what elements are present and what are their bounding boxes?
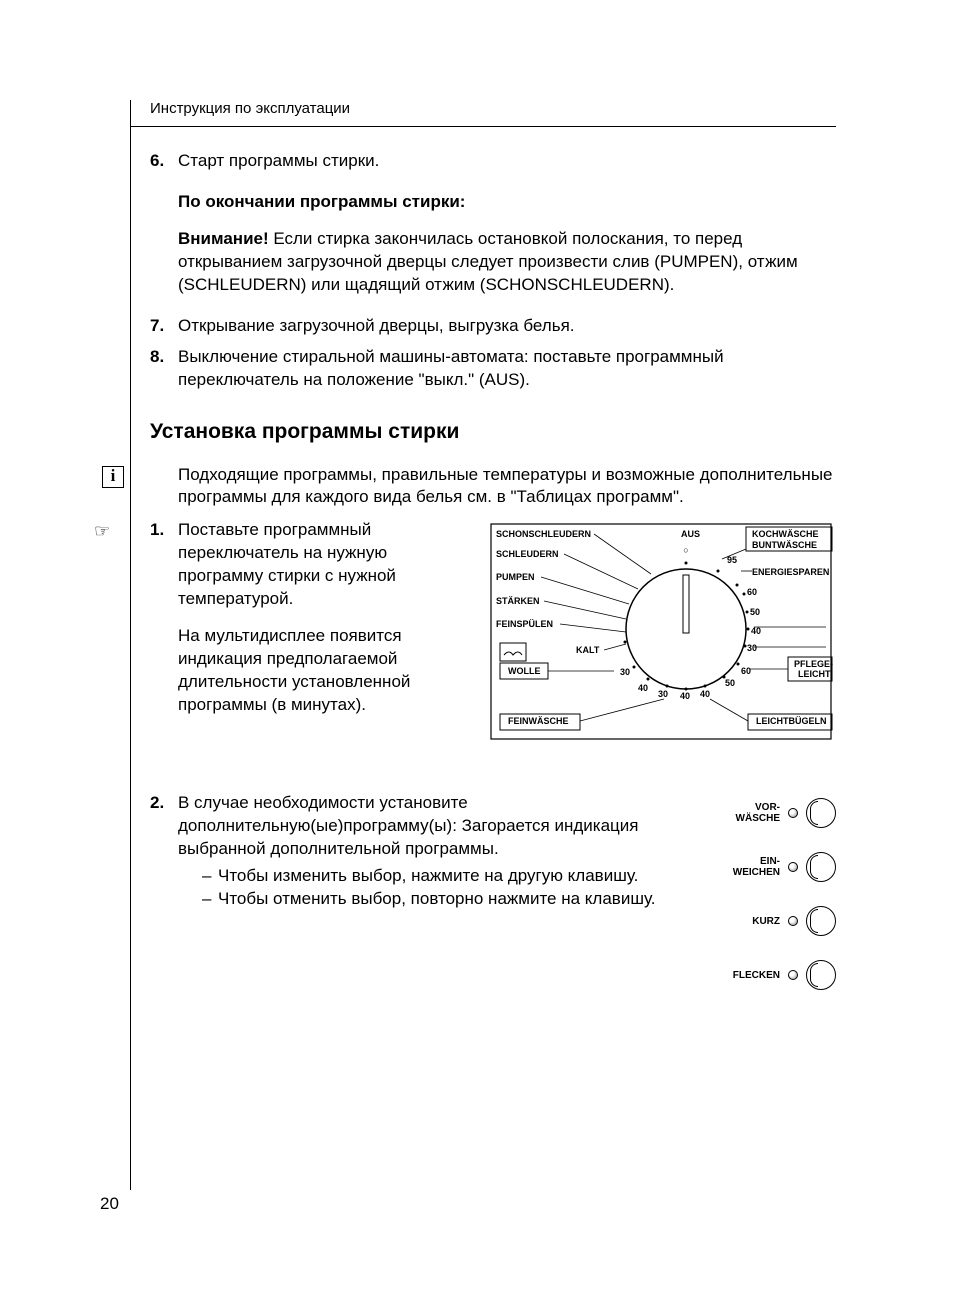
svg-text:BUNTWÄSCHE: BUNTWÄSCHE	[752, 540, 817, 550]
list-body: Старт программы стирки.	[178, 150, 836, 173]
svg-text:50: 50	[725, 678, 735, 688]
step-2-text: 2. В случае необходимости установите доп…	[150, 792, 656, 1014]
list-body: Открывание загрузочной дверцы, выгрузка …	[178, 315, 836, 338]
info-icon: i	[102, 466, 124, 488]
svg-text:30: 30	[747, 643, 757, 653]
svg-text:95: 95	[727, 555, 737, 565]
svg-text:PUMPEN: PUMPEN	[496, 572, 535, 582]
svg-text:LEICHT: LEICHT	[798, 669, 831, 679]
section-heading: Установка программы стирки	[150, 420, 836, 444]
list-number: 1.	[150, 519, 178, 717]
led-icon	[788, 970, 798, 980]
svg-text:AUS: AUS	[681, 529, 700, 539]
dash-text: Чтобы отменить выбор, повторно нажмите н…	[218, 888, 655, 911]
dial-diagram: SCHONSCHLEUDERN SCHLEUDERN PUMPEN STÄRKEN FE…	[486, 519, 836, 744]
vertical-rule	[130, 100, 131, 1190]
button-label: VOR-WÄSCHE	[736, 802, 780, 824]
list-body: Поставьте программный переключатель на н…	[178, 519, 466, 717]
dash-text: Чтобы изменить выбор, нажмите на другую …	[218, 865, 638, 888]
buttons-panel: VOR-WÄSCHE EIN-WEICHEN KURZ	[676, 792, 836, 1014]
svg-text:30: 30	[658, 689, 668, 699]
svg-text:PFLEGE-: PFLEGE-	[794, 659, 833, 669]
header-rule	[130, 126, 836, 127]
button-row: VOR-WÄSCHE	[676, 798, 836, 828]
list-number: 7.	[150, 315, 178, 338]
svg-text:FEINWÄSCHE: FEINWÄSCHE	[508, 716, 569, 726]
list-body: В случае необходимости установите дополн…	[178, 792, 656, 911]
list-item-6: 6. Старт программы стирки.	[150, 150, 836, 173]
svg-text:SCHLEUDERN: SCHLEUDERN	[496, 549, 559, 559]
button-row: EIN-WEICHEN	[676, 852, 836, 882]
svg-text:WOLLE: WOLLE	[508, 666, 541, 676]
list-item-step1: ☞ 1. Поставьте программный переключатель…	[150, 519, 466, 717]
page: Инструкция по эксплуатации 6. Старт прог…	[0, 0, 954, 1294]
dash-item: – Чтобы отменить выбор, повторно нажмите…	[202, 888, 656, 911]
attention-label: Внимание!	[178, 229, 269, 248]
sub-title: По окончании программы стирки:	[178, 191, 836, 214]
svg-text:30: 30	[620, 667, 630, 677]
info-text: Подходящие программы, правильные темпера…	[178, 465, 833, 507]
sub-body-text: Если стирка закончилась остановкой полос…	[178, 229, 798, 294]
list-body: Выключение стиральной машины-автомата: п…	[178, 346, 836, 392]
led-icon	[788, 916, 798, 926]
button-row: FLECKEN	[676, 960, 836, 990]
list-number: 2.	[150, 792, 178, 911]
dash-mark: –	[202, 865, 218, 888]
svg-text:40: 40	[751, 626, 761, 636]
led-icon	[788, 862, 798, 872]
svg-text:LEICHTBÜGELN: LEICHTBÜGELN	[756, 716, 827, 726]
dial-diagram-container: SCHONSCHLEUDERN SCHLEUDERN PUMPEN STÄRKEN FE…	[486, 519, 836, 744]
content-area: 6. Старт программы стирки. По окончании …	[150, 150, 836, 1014]
step1-p2: На мультидисплее появится индикация пред…	[178, 625, 466, 717]
svg-text:ENERGIESPAREN: ENERGIESPAREN	[752, 567, 829, 577]
svg-text:60: 60	[747, 587, 757, 597]
list-number: 6.	[150, 150, 178, 173]
svg-text:KOCHWÄSCHE: KOCHWÄSCHE	[752, 529, 819, 539]
button-row: KURZ	[676, 906, 836, 936]
step-1-text: ☞ 1. Поставьте программный переключатель…	[150, 519, 466, 744]
info-paragraph: i Подходящие программы, правильные темпе…	[178, 464, 836, 510]
list-number: 8.	[150, 346, 178, 392]
svg-text:60: 60	[741, 666, 751, 676]
list-item-7: 7. Открывание загрузочной дверцы, выгруз…	[150, 315, 836, 338]
knob-icon	[806, 798, 836, 828]
step1-p1: Поставьте программный переключатель на н…	[178, 519, 466, 611]
knob-icon	[806, 852, 836, 882]
svg-text:KALT: KALT	[576, 645, 600, 655]
button-label: KURZ	[752, 916, 780, 927]
svg-text:40: 40	[638, 683, 648, 693]
button-label: FLECKEN	[733, 970, 780, 981]
svg-text:○: ○	[683, 545, 688, 555]
sub-body: Внимание! Если стирка закончилась остано…	[178, 228, 836, 297]
dash-item: – Чтобы изменить выбор, нажмите на другу…	[202, 865, 656, 888]
svg-text:STÄRKEN: STÄRKEN	[496, 596, 540, 606]
list-item-step2: 2. В случае необходимости установите доп…	[150, 792, 656, 911]
svg-text:SCHONSCHLEUDERN: SCHONSCHLEUDERN	[496, 529, 591, 539]
button-label: EIN-WEICHEN	[733, 856, 780, 878]
knob-icon	[806, 960, 836, 990]
page-number: 20	[100, 1194, 119, 1214]
step-2-row: 2. В случае необходимости установите доп…	[150, 792, 836, 1014]
led-icon	[788, 808, 798, 818]
dash-mark: –	[202, 888, 218, 911]
hand-icon: ☞	[94, 519, 110, 543]
svg-text:40: 40	[680, 691, 690, 701]
knob-icon	[806, 906, 836, 936]
dash-list: – Чтобы изменить выбор, нажмите на другу…	[202, 865, 656, 911]
svg-text:FEINSPÜLEN: FEINSPÜLEN	[496, 619, 553, 629]
list-item-8: 8. Выключение стиральной машины-автомата…	[150, 346, 836, 392]
sub-block: По окончании программы стирки: Внимание!…	[178, 191, 836, 297]
running-header: Инструкция по эксплуатации	[150, 100, 350, 117]
svg-text:40: 40	[700, 689, 710, 699]
step2-p1: В случае необходимости установите дополн…	[178, 792, 656, 861]
step-1-row: ☞ 1. Поставьте программный переключатель…	[150, 519, 836, 744]
svg-text:50: 50	[750, 607, 760, 617]
